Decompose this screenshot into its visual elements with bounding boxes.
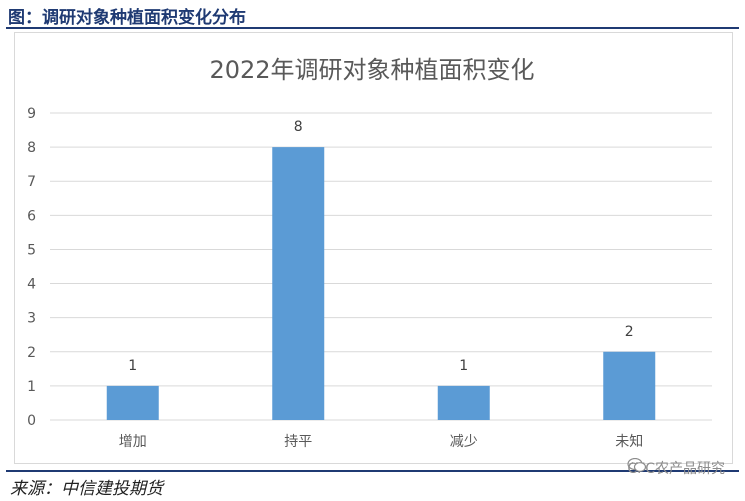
y-tick-label: 8 bbox=[27, 140, 36, 156]
top-rule bbox=[6, 27, 739, 29]
y-tick-label: 7 bbox=[27, 174, 36, 190]
wechat-icon bbox=[627, 458, 647, 472]
bar bbox=[106, 385, 159, 420]
y-tick-label: 1 bbox=[27, 379, 36, 395]
bar bbox=[272, 147, 325, 420]
x-category-label: 未知 bbox=[615, 433, 643, 450]
y-tick-label: 2 bbox=[27, 345, 36, 361]
y-tick-label: 4 bbox=[27, 277, 36, 293]
y-tick-label: 6 bbox=[27, 208, 36, 224]
y-tick-label: 3 bbox=[27, 311, 36, 327]
bar bbox=[437, 385, 490, 420]
y-tick-label: 0 bbox=[27, 413, 36, 429]
data-label: 8 bbox=[294, 119, 303, 135]
x-axis-categories: 增加 持平 减少 未知 bbox=[119, 433, 644, 450]
y-tick-label: 9 bbox=[27, 106, 36, 122]
gridlines bbox=[50, 112, 712, 421]
x-category-label: 减少 bbox=[450, 434, 478, 450]
watermark: CFC农产品研究 bbox=[627, 458, 725, 478]
bottom-rule bbox=[6, 470, 739, 472]
source-note: 来源：中信建投期货 bbox=[10, 479, 163, 499]
data-label: 1 bbox=[459, 358, 468, 374]
data-label: 1 bbox=[128, 358, 137, 374]
x-category-label: 增加 bbox=[119, 434, 147, 450]
x-category-label: 持平 bbox=[284, 434, 312, 450]
bar bbox=[603, 351, 656, 420]
data-label: 2 bbox=[625, 324, 634, 340]
bars bbox=[106, 147, 656, 420]
y-tick-label: 5 bbox=[27, 242, 36, 258]
watermark-text: CFC农产品研究 bbox=[627, 461, 725, 477]
y-axis-ticks: 0 1 2 3 4 5 6 7 8 9 bbox=[27, 106, 36, 429]
chart-title: 2022年调研对象种植面积变化 bbox=[209, 56, 534, 84]
figure-caption: 图：调研对象种植面积变化分布 bbox=[8, 8, 246, 28]
